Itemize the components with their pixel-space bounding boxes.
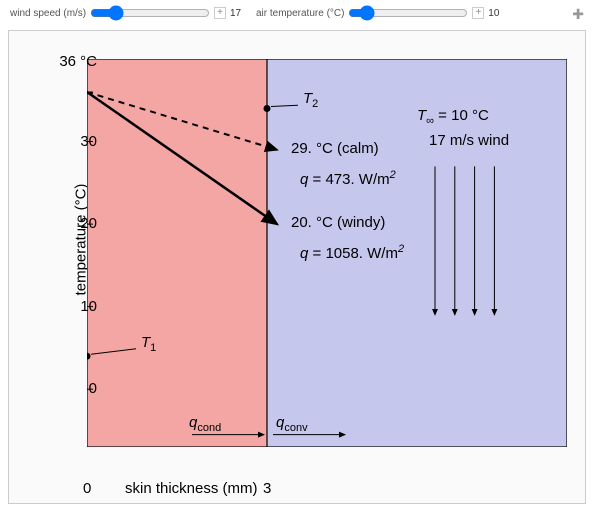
annotation-calm_q_label: q = 473. W/m2: [300, 169, 396, 188]
air-temp-slider[interactable]: [348, 6, 468, 20]
annotation-qcond: qcond: [189, 414, 221, 434]
wind-speed-value: 17: [230, 8, 248, 19]
xtick: 0: [83, 480, 91, 497]
air-temp-value: 10: [488, 8, 506, 19]
air-temp-label: air temperature (°C): [256, 8, 344, 19]
wind-speed-slider[interactable]: [90, 6, 210, 20]
label-T2: T2: [303, 90, 318, 110]
ytick: 10: [57, 298, 97, 315]
ytick: 30: [57, 133, 97, 150]
annotation-qconv: qconv: [276, 414, 308, 434]
controls-bar: wind speed (m/s) + 17 air temperature (°…: [0, 0, 594, 26]
options-icon[interactable]: ✚: [572, 6, 584, 23]
expand-icon[interactable]: +: [214, 7, 226, 19]
xtick: 3: [263, 480, 271, 497]
annotation-t_inf: T∞ = 10 °C: [417, 107, 489, 127]
ytick: 0: [57, 380, 97, 397]
ytick-36: 36 °C: [57, 53, 97, 70]
expand-icon[interactable]: +: [472, 7, 484, 19]
wind-speed-control: wind speed (m/s) + 17: [10, 6, 248, 20]
annotation-wind: 17 m/s wind: [429, 132, 509, 149]
annotation-windy_q_label: q = 1058. W/m2: [300, 243, 404, 262]
ytick: 20: [57, 215, 97, 232]
label-T1: T1: [141, 334, 156, 354]
air-temp-control: air temperature (°C) + 10: [256, 6, 506, 20]
wind-speed-label: wind speed (m/s): [10, 8, 86, 19]
x-axis-label: skin thickness (mm): [125, 480, 258, 497]
annotation-windy_temp: 20. °C (windy): [291, 214, 385, 231]
annotation-calm_temp: 29. °C (calm): [291, 140, 379, 157]
chart-frame: temperature (°C) skin thickness (mm) 010…: [8, 30, 586, 504]
